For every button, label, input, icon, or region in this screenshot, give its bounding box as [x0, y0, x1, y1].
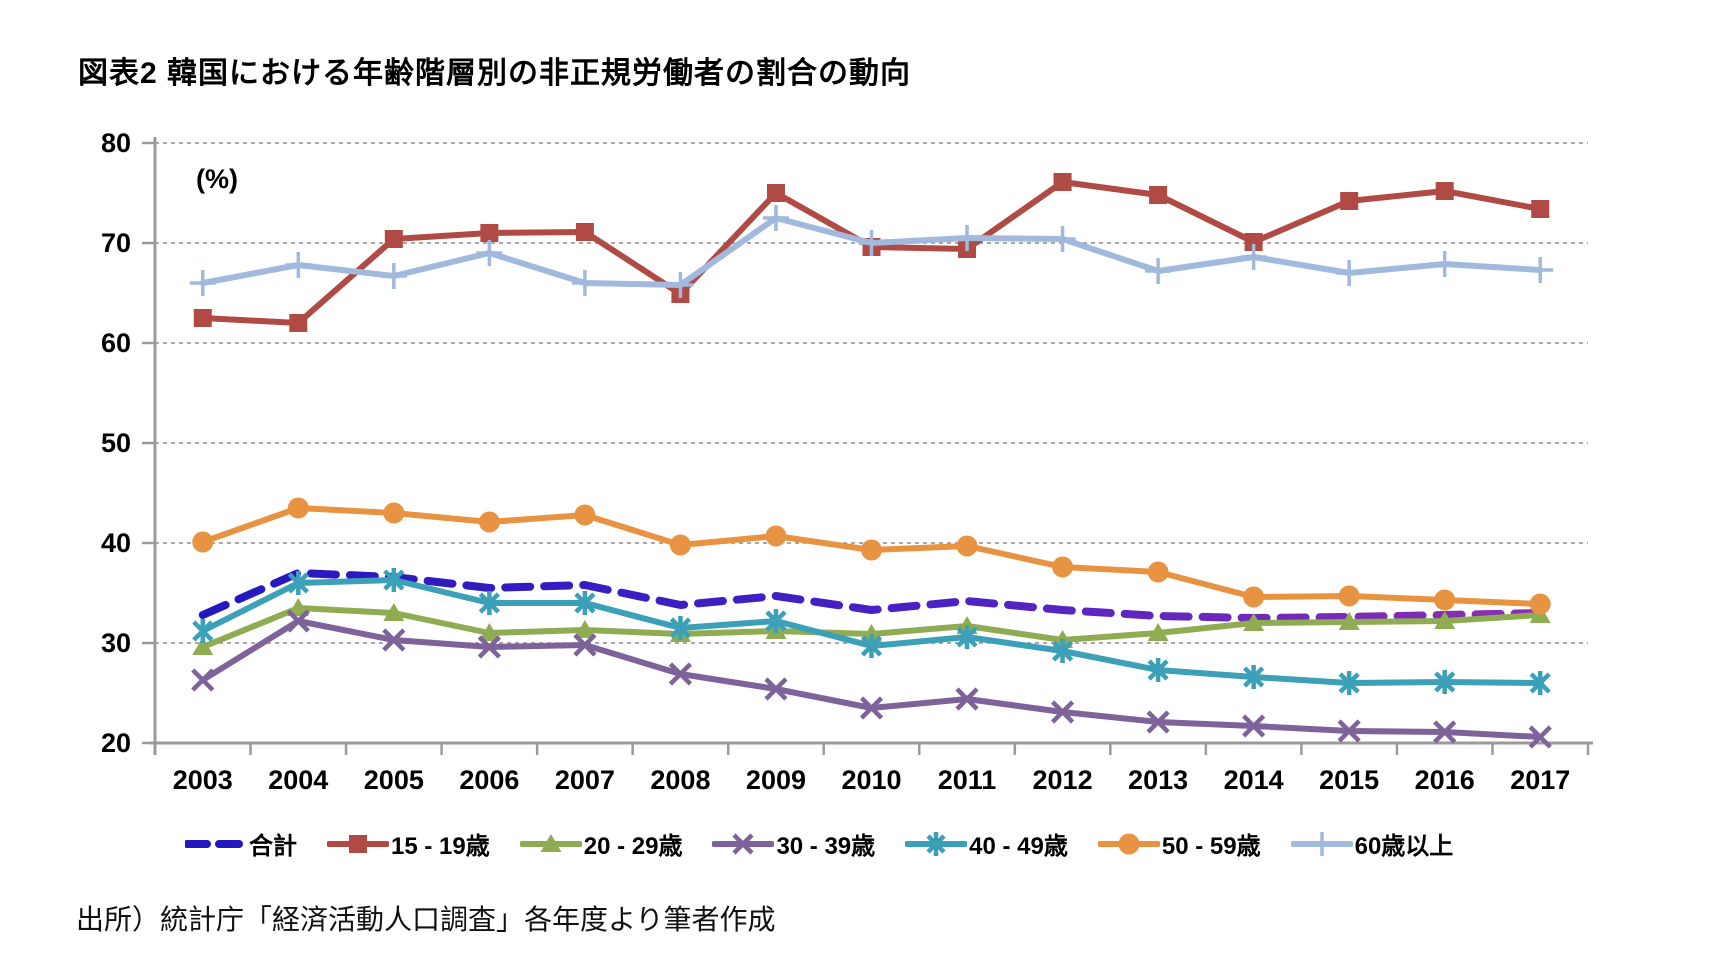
legend-label: 60歳以上: [1354, 833, 1454, 860]
x-tick-label: 2009: [746, 765, 806, 795]
x-tick-label: 2014: [1224, 765, 1284, 795]
x-tick-label: 2004: [268, 765, 328, 795]
x-tick-label: 2016: [1415, 765, 1475, 795]
legend-label: 合計: [249, 833, 297, 860]
x-tick-label: 2006: [459, 765, 519, 795]
legend-item-5: 50 - 59歳: [1097, 826, 1261, 861]
y-tick-label: 50: [101, 428, 131, 458]
legend: 合計 15 - 19歳 20 - 29歳 30 - 39歳 40 - 49歳 50 - 5…: [185, 826, 1453, 861]
x-tick-label: 2008: [650, 765, 710, 795]
x-tick-label: 2012: [1033, 765, 1093, 795]
x-tick-label: 2017: [1510, 765, 1570, 795]
y-tick-label: 60: [101, 328, 131, 358]
legend-label: 20 - 29歳: [583, 833, 683, 860]
legend-marker-asterisk: [905, 831, 968, 856]
y-tick-label: 30: [101, 628, 131, 658]
legend-item-0: 合計: [185, 826, 297, 861]
legend-marker-square: [327, 834, 389, 853]
unit-label: (%): [196, 164, 238, 194]
source-note: 出所）統計庁「経済活動人口調査」各年度より筆者作成: [76, 905, 776, 936]
legend-marker-none: [185, 839, 247, 848]
legend-marker-circle: [1097, 833, 1160, 854]
y-tick-label: 40: [101, 528, 131, 558]
y-tick-label: 80: [101, 128, 131, 158]
legend-marker-plus: [1290, 831, 1353, 856]
legend-marker-x: [712, 832, 775, 855]
y-tick-label: 70: [101, 228, 131, 258]
legend-item-2: 20 - 29歳: [519, 826, 683, 861]
x-tick-label: 2011: [938, 765, 997, 795]
chart-title: 図表2 韓国における年齢階層別の非正規労働者の割合の動向: [78, 57, 912, 90]
legend-item-6: 60歳以上: [1290, 826, 1454, 861]
y-tick-label: 20: [101, 728, 131, 758]
x-tick-label: 2015: [1319, 765, 1379, 795]
legend-label: 30 - 39歳: [776, 833, 876, 860]
series-line-0: [198, 569, 1545, 622]
legend-item-1: 15 - 19歳: [327, 826, 490, 861]
legend-label: 50 - 59歳: [1161, 833, 1261, 860]
x-tick-label: 2005: [364, 765, 424, 795]
x-tick-label: 2003: [173, 765, 233, 795]
legend-item-4: 40 - 49歳: [905, 826, 1068, 861]
x-tick-label: 2013: [1128, 765, 1188, 795]
x-tick-label: 2007: [555, 765, 615, 795]
legend-marker-triangle: [519, 833, 582, 852]
legend-item-3: 30 - 39歳: [712, 826, 875, 861]
legend-label: 40 - 49歳: [969, 833, 1068, 860]
x-tick-label: 2010: [841, 765, 901, 795]
legend-label: 15 - 19歳: [391, 833, 490, 860]
